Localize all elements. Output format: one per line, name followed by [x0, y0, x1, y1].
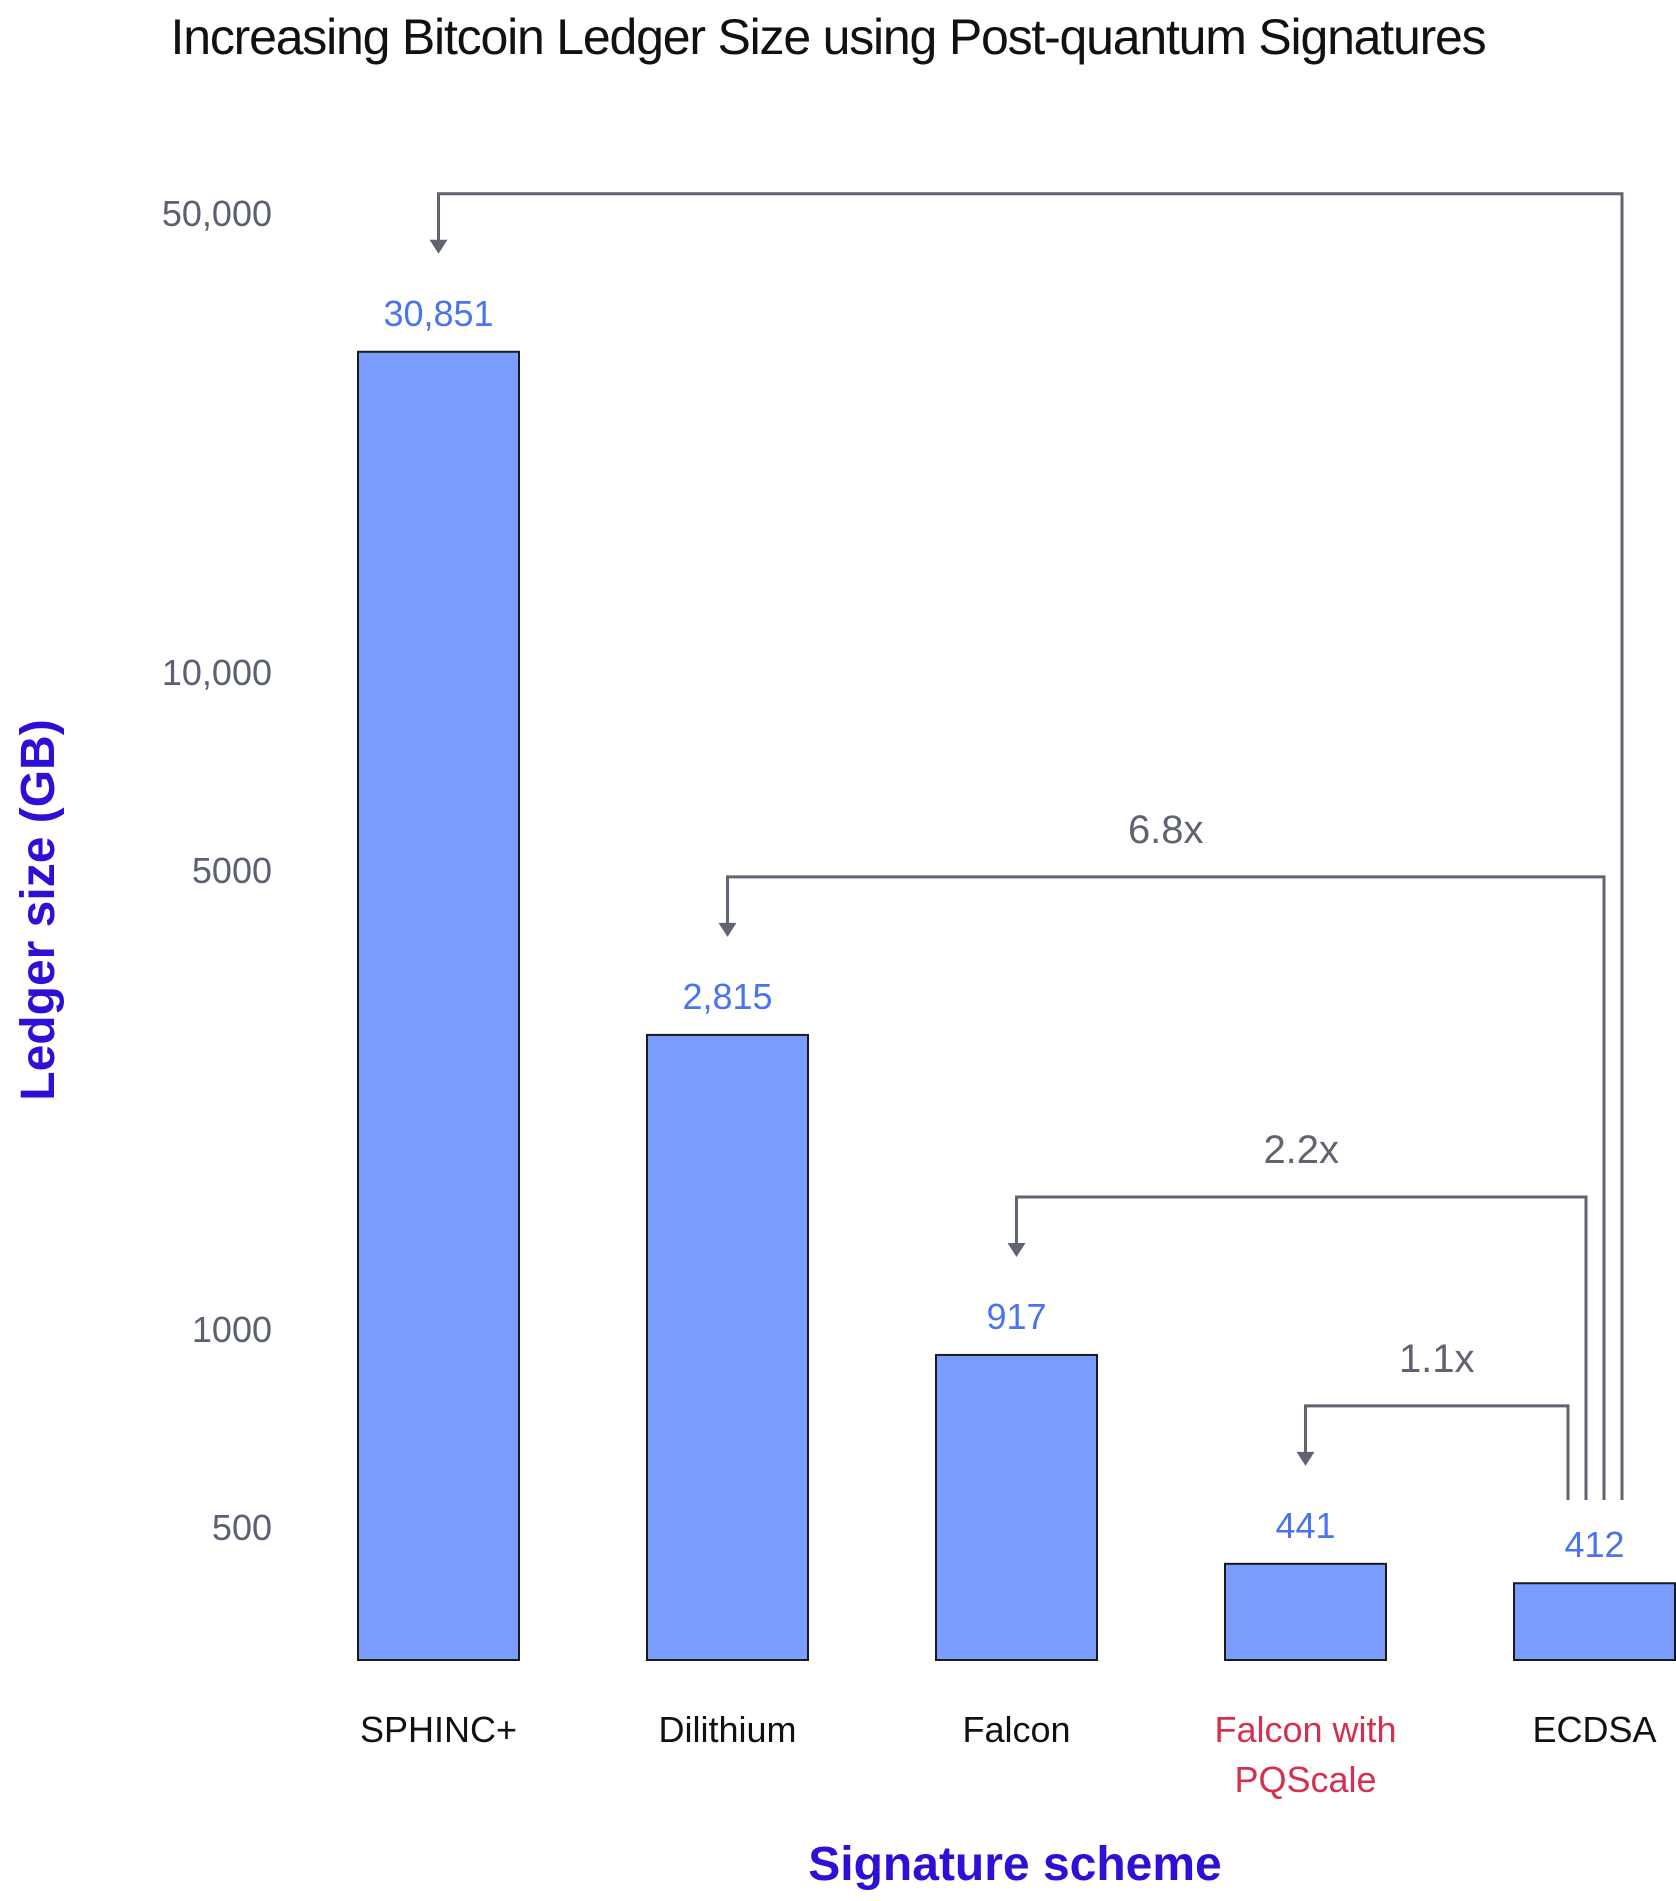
bar-value-label: 30,851	[383, 293, 493, 334]
ratio-label: 1.1x	[1399, 1337, 1475, 1381]
y-axis-ticks: 50,000 10,000 5000 1000 500	[162, 193, 272, 1548]
comparison-connectors	[429, 192, 1624, 1500]
category-label-line: PQScale	[1234, 1759, 1376, 1800]
y-tick-label: 10,000	[162, 652, 272, 693]
ratio-labels: 6.8x 2.2x 1.1x	[1128, 808, 1475, 1381]
category-label: ECDSA	[1532, 1709, 1656, 1750]
y-axis-title: Ledger size (GB)	[12, 719, 65, 1100]
category-labels: SPHINC+ Dilithium Falcon Falcon with PQScale…	[360, 1709, 1657, 1800]
bar-value-label: 917	[986, 1296, 1046, 1337]
ratio-label: 2.2x	[1263, 1128, 1339, 1172]
y-tick-label: 50,000	[162, 193, 272, 234]
arrow-down-icon	[429, 239, 448, 254]
chart-title: Increasing Bitcoin Ledger Size using Pos…	[171, 9, 1486, 65]
category-label: Dilithium	[658, 1709, 796, 1750]
bar	[935, 1353, 1098, 1662]
x-axis-title: Signature scheme	[808, 1838, 1221, 1891]
comparison-connector	[1304, 1404, 1570, 1500]
y-tick-label: 500	[212, 1507, 272, 1548]
arrow-down-icon	[1007, 1242, 1026, 1257]
y-tick-label: 5000	[192, 850, 272, 891]
arrow-down-icon	[718, 922, 737, 937]
category-label-line: ECDSA	[1532, 1709, 1656, 1750]
comparison-connector	[726, 875, 1606, 1500]
bar	[646, 1033, 809, 1662]
bar-value-label: 2,815	[682, 976, 772, 1017]
category-label: Falcon	[962, 1709, 1070, 1750]
category-label: SPHINC+	[360, 1709, 517, 1750]
value-labels: 30,851 2,815 917 441 412	[383, 293, 1624, 1565]
bar	[357, 350, 520, 1661]
comparison-connector	[1015, 1195, 1588, 1500]
bar-value-label: 412	[1564, 1524, 1624, 1565]
category-label-line: Dilithium	[658, 1709, 796, 1750]
category-label-line: SPHINC+	[360, 1709, 517, 1750]
bars-group	[357, 350, 1676, 1662]
arrow-down-icon	[1296, 1451, 1315, 1466]
bar	[1224, 1562, 1387, 1662]
comparison-connector	[437, 192, 1624, 1500]
bar	[1513, 1582, 1676, 1662]
y-tick-label: 1000	[192, 1309, 272, 1350]
ratio-label: 6.8x	[1128, 808, 1204, 852]
bar-value-label: 441	[1275, 1505, 1335, 1546]
category-label: Falcon with PQScale	[1214, 1709, 1396, 1800]
category-label-line: Falcon	[962, 1709, 1070, 1750]
category-label-line: Falcon with	[1214, 1709, 1396, 1750]
